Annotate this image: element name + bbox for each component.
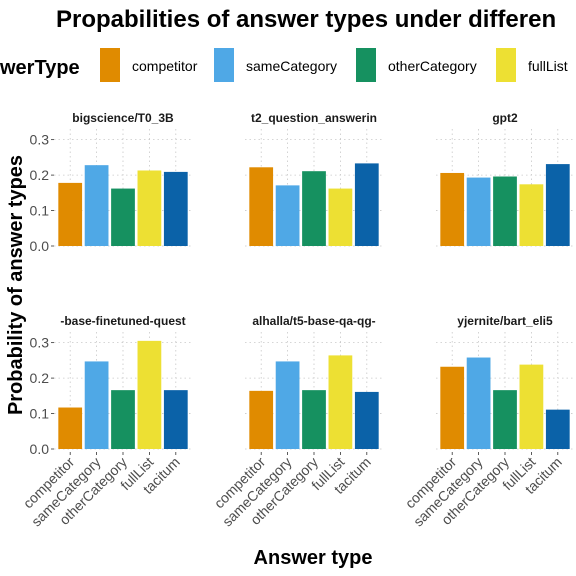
legend-title: werType xyxy=(0,57,80,79)
bar-fullList xyxy=(519,184,544,246)
panel-4: -base-finetuned-quest0.00.10.20.3competi… xyxy=(20,314,192,530)
bar-sameCategory xyxy=(275,185,300,246)
bar-fullList xyxy=(328,188,353,246)
bar-otherCategory xyxy=(111,390,135,449)
panels: bigscience/T0_3B 0.0 0.1 0.2 0.3 t2_question_… xyxy=(20,111,574,530)
bar-sameCategory xyxy=(84,361,109,449)
bar-tacitum xyxy=(163,390,188,449)
panel-title: gpt2 xyxy=(492,111,518,125)
panel-2: t2_question_answerin xyxy=(245,111,383,247)
legend-key-otherCategory xyxy=(356,48,376,82)
x-axis-title: Answer type xyxy=(254,547,373,569)
bar-tacitum xyxy=(163,171,188,246)
bar-otherCategory xyxy=(493,176,517,246)
bar-competitor xyxy=(440,172,465,246)
panel-3: gpt2 xyxy=(436,111,574,247)
legend-label-fullList: fullList xyxy=(528,58,568,74)
y-axis-title: Probability of answer types xyxy=(5,155,27,415)
panel-title: bigscience/T0_3B xyxy=(72,111,174,125)
bar-otherCategory xyxy=(493,390,517,449)
y-tick-label: 0.2 xyxy=(30,167,50,183)
panel-1: bigscience/T0_3B 0.0 0.1 0.2 0.3 xyxy=(30,111,192,254)
bar-tacitum xyxy=(545,164,570,246)
y-tick-label: 0.1 xyxy=(30,203,50,219)
bar-fullList xyxy=(137,170,162,246)
bar-fullList xyxy=(519,364,544,449)
legend-key-fullList xyxy=(496,48,516,82)
legend-label-otherCategory: otherCategory xyxy=(388,58,477,74)
legend: competitor sameCategory otherCategory fullL… xyxy=(100,48,568,82)
panel-title: -base-finetuned-quest xyxy=(60,314,185,328)
panel-5: alhalla/t5-base-qa-qg-competitorsameCate… xyxy=(211,314,383,530)
bar-tacitum xyxy=(354,163,379,246)
bar-sameCategory xyxy=(466,177,491,246)
legend-label-sameCategory: sameCategory xyxy=(246,58,337,74)
bar-tacitum xyxy=(354,391,379,449)
panel-title: t2_question_answerin xyxy=(251,111,377,125)
y-tick-label: 0.2 xyxy=(30,370,50,386)
bar-competitor xyxy=(249,167,274,246)
legend-label-competitor: competitor xyxy=(132,58,198,74)
bar-competitor xyxy=(58,182,83,246)
bar-competitor xyxy=(440,366,465,449)
panel-title: yjernite/bart_eli5 xyxy=(457,314,553,328)
bar-otherCategory xyxy=(302,390,326,449)
bar-fullList xyxy=(137,340,162,449)
y-tick-label: 0.3 xyxy=(30,335,50,351)
legend-key-sameCategory xyxy=(214,48,234,82)
bar-competitor xyxy=(249,390,274,449)
y-tick-label: 0.3 xyxy=(30,132,50,148)
bar-fullList xyxy=(328,355,353,449)
panel-6: yjernite/bart_eli5competitorsameCategory… xyxy=(402,314,574,530)
y-tick-label: 0.0 xyxy=(30,238,50,254)
bar-sameCategory xyxy=(275,361,300,449)
bar-tacitum xyxy=(545,409,570,449)
chart-title: Propabilities of answer types under diff… xyxy=(56,6,556,33)
y-tick-label: 0.0 xyxy=(30,441,50,457)
bar-otherCategory xyxy=(302,171,326,246)
bar-competitor xyxy=(58,407,83,449)
legend-key-competitor xyxy=(100,48,120,82)
bar-otherCategory xyxy=(111,188,135,246)
bar-sameCategory xyxy=(466,357,491,449)
bar-sameCategory xyxy=(84,165,109,246)
panel-title: alhalla/t5-base-qa-qg- xyxy=(252,314,375,328)
y-tick-label: 0.1 xyxy=(30,406,50,422)
